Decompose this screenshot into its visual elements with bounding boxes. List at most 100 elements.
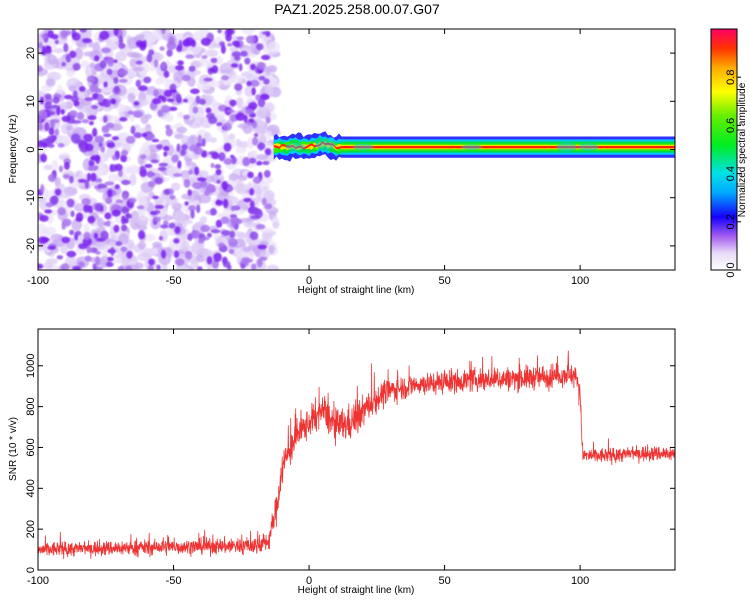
noise-spot xyxy=(39,215,49,222)
noise-spot xyxy=(187,233,193,242)
noise-spot xyxy=(225,34,232,42)
noise-spot xyxy=(38,140,44,148)
noise-spot xyxy=(93,232,98,240)
noise-spot xyxy=(210,162,215,169)
noise-spot xyxy=(38,236,48,244)
noise-spot xyxy=(223,158,233,165)
noise-spot xyxy=(215,168,222,176)
noise-blob xyxy=(46,54,57,65)
colorbar-gradient xyxy=(710,28,738,271)
noise-spot xyxy=(61,115,71,123)
noise-spot xyxy=(81,119,90,124)
noise-blob xyxy=(256,154,269,161)
snr-frame xyxy=(37,328,676,571)
noise-spot xyxy=(114,163,123,172)
noise-spot xyxy=(264,148,272,156)
noise-spot xyxy=(104,212,112,220)
noise-spot xyxy=(103,221,109,226)
noise-spot xyxy=(50,104,59,109)
noise-spot xyxy=(105,197,112,205)
noise-spot xyxy=(84,179,90,189)
noise-spot xyxy=(246,80,252,87)
spectrogram-y-tick-label: -20 xyxy=(25,238,37,254)
noise-spot xyxy=(250,200,255,209)
noise-spot xyxy=(48,111,56,116)
snr-x-tick-label: 0 xyxy=(306,575,312,587)
noise-spot xyxy=(63,174,71,179)
noise-spot xyxy=(144,163,153,169)
noise-spot xyxy=(250,63,256,71)
noise-spot xyxy=(200,224,211,233)
noise-spot xyxy=(56,105,61,116)
noise-spot xyxy=(210,57,218,64)
spectrogram-x-tick-label: -100 xyxy=(27,275,49,287)
snr-x-tick-label: 50 xyxy=(438,575,450,587)
noise-blob xyxy=(268,244,275,255)
signal-blob xyxy=(315,138,336,150)
colorbar-tick-label: 0.4 xyxy=(725,166,737,181)
noise-blob xyxy=(228,173,239,181)
noise-spot xyxy=(103,115,108,123)
noise-spot xyxy=(106,142,116,149)
noise-blob xyxy=(170,182,181,191)
noise-blob xyxy=(190,259,199,269)
noise-spot xyxy=(38,263,44,269)
noise-spot xyxy=(213,252,223,262)
noise-spot xyxy=(92,263,97,270)
noise-spot xyxy=(136,40,146,47)
noise-spot xyxy=(101,125,110,134)
noise-spot xyxy=(135,79,141,88)
noise-spot xyxy=(222,198,229,209)
noise-blob xyxy=(148,65,157,72)
snr-y-tick-label: 0 xyxy=(25,567,37,573)
noise-blob xyxy=(242,246,252,253)
noise-blob xyxy=(209,80,222,88)
signal-blob xyxy=(461,144,482,150)
noise-spot xyxy=(128,198,137,203)
noise-spot xyxy=(172,173,183,177)
noise-spot xyxy=(139,165,146,172)
noise-spot xyxy=(259,94,270,100)
noise-spot xyxy=(210,207,217,216)
noise-spot xyxy=(256,258,263,268)
noise-spot xyxy=(100,146,106,153)
noise-spot xyxy=(244,57,251,65)
noise-spot xyxy=(163,70,170,78)
noise-spot xyxy=(174,258,185,266)
spectrogram-y-tick-label: -10 xyxy=(25,190,37,206)
noise-spot xyxy=(196,204,201,214)
noise-spot xyxy=(180,148,187,156)
noise-spot xyxy=(75,139,84,144)
noise-spot xyxy=(194,166,200,176)
noise-spot xyxy=(95,202,103,212)
snr-y-tick-label: 200 xyxy=(25,520,37,538)
noise-spot xyxy=(138,230,146,240)
noise-spot xyxy=(169,194,176,200)
noise-blob xyxy=(132,66,144,72)
noise-spot xyxy=(227,42,233,47)
noise-spot xyxy=(113,59,118,64)
noise-spot xyxy=(97,183,108,189)
noise-spot xyxy=(264,203,273,210)
noise-spot xyxy=(140,154,147,160)
noise-blob xyxy=(142,248,154,259)
noise-spot xyxy=(249,231,259,240)
noise-spot xyxy=(100,230,109,240)
noise-spot xyxy=(145,133,156,141)
noise-spot xyxy=(201,150,208,158)
noise-spot xyxy=(94,55,100,62)
noise-spot xyxy=(215,219,223,228)
noise-spot xyxy=(125,265,133,270)
noise-blob xyxy=(198,193,211,204)
noise-blob xyxy=(137,207,145,216)
noise-spot xyxy=(157,166,167,172)
noise-spot xyxy=(263,78,270,85)
noise-spot xyxy=(159,46,165,51)
noise-blob xyxy=(152,241,163,248)
noise-spot xyxy=(228,248,235,255)
noise-spot xyxy=(231,51,242,58)
noise-blob xyxy=(92,42,101,55)
noise-blob xyxy=(151,247,159,255)
noise-blob xyxy=(129,173,137,186)
noise-spot xyxy=(110,98,116,104)
